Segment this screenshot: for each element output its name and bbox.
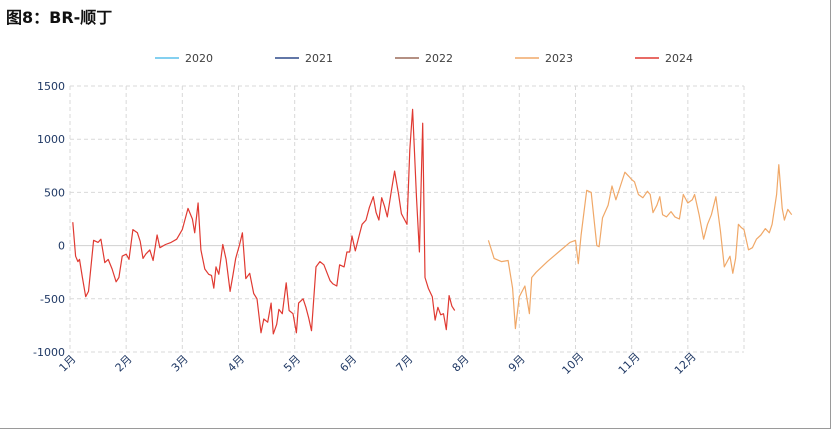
legend-label-2023: 2023 [545, 52, 573, 65]
x-tick-label: 10月 [560, 350, 587, 377]
x-tick-label: 8月 [450, 353, 472, 375]
legend-label-2024: 2024 [665, 52, 693, 65]
x-tick-label: 7月 [394, 353, 416, 375]
figure-title: 图8：BR-顺丁 [6, 8, 113, 27]
series-line-2023 [487, 164, 793, 330]
y-axis-ticks: 1500 1000 500 0 -500 -1000 [33, 80, 65, 359]
x-tick-label: 12月 [672, 350, 699, 377]
y-tick-label: -500 [40, 293, 65, 306]
x-tick-label: 4月 [225, 353, 247, 375]
x-tick-label: 2月 [113, 353, 135, 375]
y-tick-label: -1000 [33, 346, 65, 359]
x-axis-ticks: 1月 2月 3月 4月 5月 6月 7月 8月 9月 10月 11月 12月 [57, 350, 699, 377]
legend: 2020 2021 2022 2023 2024 [155, 52, 693, 65]
legend-label-2022: 2022 [425, 52, 453, 65]
y-tick-label: 500 [44, 186, 65, 199]
y-tick-label: 1000 [37, 133, 65, 146]
series-lines [72, 108, 793, 335]
legend-label-2021: 2021 [305, 52, 333, 65]
x-tick-label: 6月 [337, 353, 359, 375]
x-tick-label: 3月 [169, 353, 191, 375]
x-tick-label: 5月 [281, 353, 303, 375]
x-tick-label: 9月 [506, 353, 528, 375]
x-tick-label: 11月 [616, 350, 643, 377]
series-line-2024 [72, 108, 456, 335]
y-tick-label: 1500 [37, 80, 65, 93]
y-tick-label: 0 [58, 240, 65, 253]
legend-label-2020: 2020 [185, 52, 213, 65]
